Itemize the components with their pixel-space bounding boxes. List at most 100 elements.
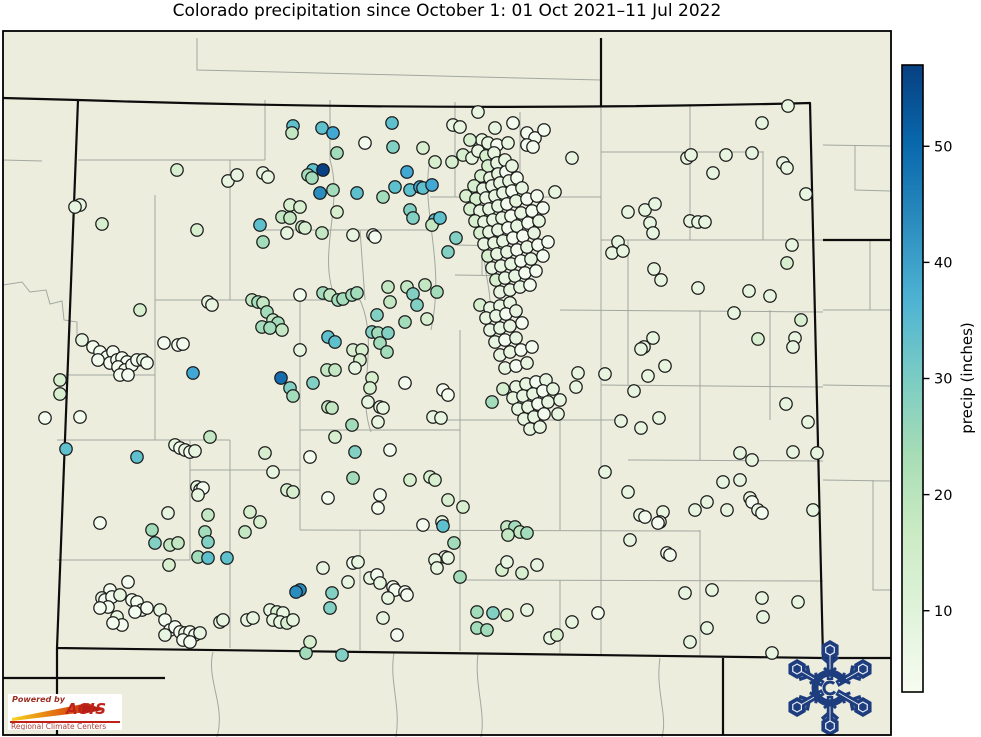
station-point <box>781 99 795 113</box>
station-point <box>371 501 385 515</box>
station-point <box>323 601 337 615</box>
station-point <box>376 401 390 415</box>
station-point <box>523 278 537 292</box>
station-point <box>130 450 144 464</box>
station-point <box>148 536 162 550</box>
station-point <box>418 278 432 292</box>
station-point <box>315 121 329 135</box>
station-point <box>243 505 257 519</box>
station-point <box>441 493 455 507</box>
station-point <box>316 561 330 575</box>
station-point <box>641 369 655 383</box>
station-point <box>683 635 697 649</box>
station-point <box>261 170 275 184</box>
station-point <box>548 185 562 199</box>
station-point <box>398 376 412 390</box>
station-point <box>95 217 109 231</box>
station-point <box>441 388 455 402</box>
station-point <box>755 506 769 520</box>
colorbar-tick-label: 50 <box>934 139 952 155</box>
station-point <box>524 252 538 266</box>
station-point <box>321 491 335 505</box>
station-point <box>700 495 714 509</box>
station-point <box>157 336 171 350</box>
plot-frame <box>2 30 892 736</box>
station-point <box>706 166 720 180</box>
station-point <box>565 615 579 629</box>
colorbar-gradient <box>901 64 924 693</box>
acis-subtitle-label: Regional Climate Centers <box>11 722 107 730</box>
station-point <box>780 161 794 175</box>
station-point <box>193 626 207 640</box>
station-point <box>598 465 612 479</box>
station-point <box>503 345 517 359</box>
station-point <box>203 430 217 444</box>
station-point <box>780 256 794 270</box>
station-point <box>298 221 312 235</box>
station-point <box>551 407 565 421</box>
station-point <box>453 570 467 584</box>
station-point <box>616 244 630 258</box>
station-point <box>565 151 579 165</box>
station-point <box>285 126 299 140</box>
station-point <box>500 555 514 569</box>
station-point <box>520 603 534 617</box>
station-point <box>381 280 395 294</box>
station-point <box>691 281 705 295</box>
station-point <box>571 366 585 380</box>
acis-name-label: ACIS <box>66 700 107 718</box>
station-point <box>441 551 455 565</box>
acis-logo: Powered by ACIS Regional Climate Centers <box>8 694 122 730</box>
station-point <box>91 353 105 367</box>
station-point <box>220 551 234 565</box>
station-point <box>509 304 523 318</box>
colorbar-tick-label: 30 <box>934 372 952 388</box>
station-point <box>799 187 813 201</box>
station-point <box>532 214 546 228</box>
station-point <box>280 226 294 240</box>
station-point <box>536 201 550 215</box>
station-point <box>406 211 420 225</box>
station-point <box>801 415 815 429</box>
station-point <box>638 510 652 524</box>
colorbar-ticks: 10 20 30 40 50 <box>923 139 952 620</box>
station-point <box>361 395 375 409</box>
station-point <box>794 313 808 327</box>
station-point <box>186 366 200 380</box>
station-point <box>161 506 175 520</box>
station-point <box>113 588 127 602</box>
station-point <box>106 616 120 630</box>
station-point <box>505 159 519 173</box>
station-point <box>652 411 666 425</box>
station-point <box>520 240 534 254</box>
station-point <box>358 136 372 150</box>
station-point <box>373 336 387 350</box>
station-point <box>525 340 539 354</box>
station-point <box>283 211 297 225</box>
station-point <box>745 453 759 467</box>
station-point <box>751 332 765 346</box>
station-point <box>420 312 434 326</box>
station-point <box>274 371 288 385</box>
station-point <box>646 226 660 240</box>
station-point <box>498 361 512 375</box>
station-point <box>530 189 544 203</box>
station-point <box>433 211 447 225</box>
station-point <box>791 595 805 609</box>
station-point <box>188 444 202 458</box>
station-point <box>445 155 459 169</box>
station-point <box>176 337 190 351</box>
station-point <box>550 628 564 642</box>
station-point <box>306 376 320 390</box>
station-point <box>684 148 698 162</box>
station-point <box>546 382 560 396</box>
station-point <box>53 387 67 401</box>
station-point <box>238 525 252 539</box>
station-point <box>286 613 300 627</box>
station-point <box>688 503 702 517</box>
station-point <box>246 611 260 625</box>
station-point <box>328 363 342 377</box>
station-point <box>315 226 329 240</box>
station-point <box>745 146 759 160</box>
